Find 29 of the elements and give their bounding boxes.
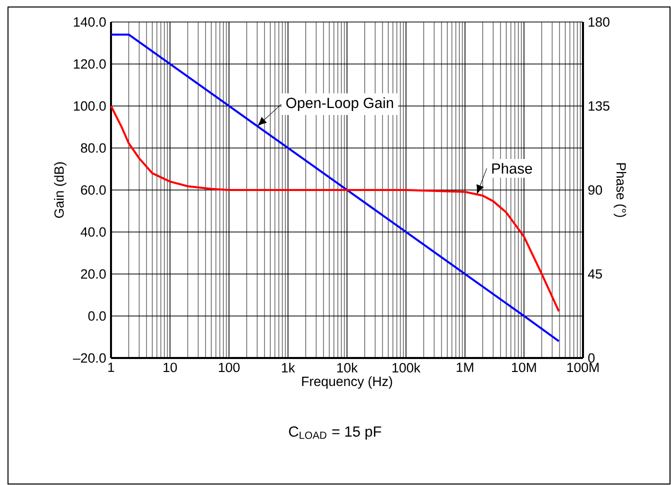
y2-tick-label: 90 [588, 185, 602, 195]
y-tick-label: 20.0 [81, 269, 106, 279]
x-tick-label: 1 [108, 362, 114, 372]
x-tick-label: 10 [164, 362, 177, 372]
x-tick-label: 100M [567, 362, 599, 372]
x-tick-label: 10M [512, 362, 536, 372]
x-tick-label: 1M [456, 362, 474, 372]
y2-tick-label: 45 [588, 269, 602, 279]
y-tick-label: 40.0 [80, 227, 106, 237]
x-tick-label: 100 [218, 362, 240, 372]
x-axis-title: Frequency (Hz) [302, 376, 392, 389]
x-tick-label: 1k [282, 362, 296, 372]
x-tick-label: 100k [392, 362, 420, 372]
y-tick-label: 80.0 [80, 143, 106, 153]
x-tick-label: 10k [337, 362, 358, 372]
series-label: Open-Loop Gain [286, 97, 394, 111]
series-label: Phase [492, 162, 532, 174]
y2-tick-label: 180 [588, 17, 610, 27]
y-axis-title: Gain (dB) [54, 162, 66, 218]
y-tick-label: –20.0 [72, 353, 106, 363]
y2-axis-title: Phase (°) [614, 163, 626, 218]
text: C$_{LOAD}$ = 15 pF [289, 426, 382, 440]
y2-tick-label: 0 [588, 353, 595, 363]
y-tick-label: 0.0 [88, 311, 106, 321]
y-tick-label: 60.0 [81, 185, 106, 195]
y-tick-label: 120.0 [74, 59, 106, 69]
y-tick-label: 100.0 [74, 101, 106, 111]
y2-tick-label: 135 [588, 101, 610, 111]
y-tick-label: 140.0 [74, 17, 106, 27]
